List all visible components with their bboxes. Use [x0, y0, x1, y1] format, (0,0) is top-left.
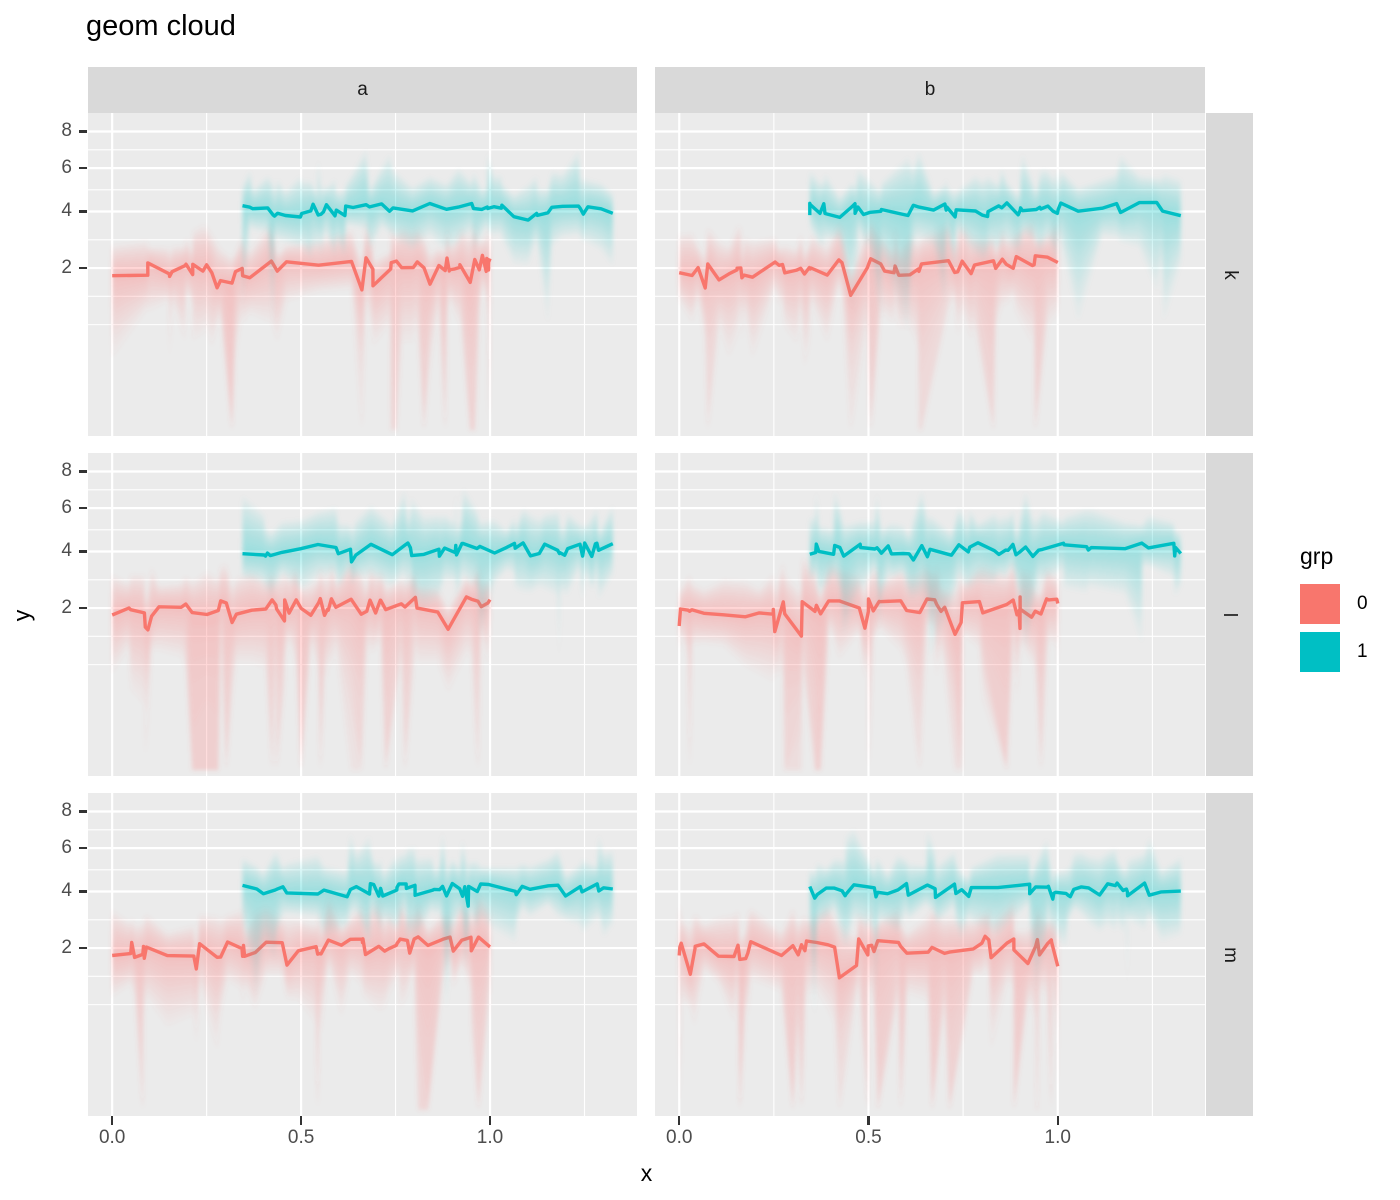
- panel-a-l: [88, 453, 637, 776]
- y-tick-label: 6: [61, 497, 72, 519]
- gridlines: [655, 793, 1205, 1116]
- facet-strip-a: a: [88, 67, 637, 113]
- line-grp1: [809, 541, 1183, 562]
- x-tick-mark: [867, 1116, 870, 1125]
- x-tick-mark: [299, 1116, 303, 1125]
- y-tick-mark: [79, 130, 87, 133]
- facet-strip-a-label: a: [357, 79, 368, 100]
- y-tick-label: 4: [61, 200, 72, 222]
- legend-label-grp1: 1: [1357, 641, 1368, 662]
- line-grp1: [808, 200, 1182, 220]
- panel-b-k: [655, 113, 1205, 436]
- legend-item-grp0: 0: [1300, 584, 1368, 624]
- y-tick-label: 4: [61, 880, 72, 902]
- panel-a-m: [88, 793, 637, 1116]
- line-grp0: [677, 595, 1060, 638]
- y-tick-label: 4: [61, 540, 72, 562]
- y-tick-mark: [79, 606, 87, 610]
- x-tick-label: 0.0: [666, 1127, 693, 1148]
- line-grp1: [242, 541, 614, 564]
- line-grp0: [112, 935, 492, 971]
- y-tick-label: 8: [61, 120, 72, 142]
- line-grp1: [242, 881, 614, 908]
- plot-title: geom cloud: [86, 10, 236, 42]
- x-axis-title: x: [640, 1160, 653, 1186]
- y-tick-label: 6: [61, 837, 72, 859]
- legend-swatch-grp1: [1300, 632, 1340, 672]
- y-tick-label: 2: [61, 597, 72, 619]
- x-tick-label: 1.0: [476, 1127, 504, 1148]
- y-tick-label: 8: [61, 800, 72, 822]
- legend-title: grp: [1300, 543, 1334, 569]
- facet-strip-k: k: [1206, 113, 1253, 436]
- y-tick-mark: [79, 550, 87, 553]
- legend-item-grp1: 1: [1300, 632, 1368, 672]
- line-grp0: [677, 934, 1060, 980]
- y-axis-title: y: [8, 609, 35, 622]
- x-tick-mark: [488, 1116, 492, 1125]
- facet-strip-l-label: l: [1219, 612, 1241, 617]
- facet-strip-l: l: [1206, 453, 1253, 776]
- facet-strip-b-label: b: [924, 79, 936, 100]
- x-tick-label: 0.0: [98, 1127, 126, 1148]
- panel-b-l: [655, 453, 1205, 776]
- y-tick-mark: [79, 506, 87, 510]
- facet-strip-k-label: k: [1219, 269, 1241, 280]
- line-grp1: [242, 201, 614, 222]
- legend-swatch-grp0: [1300, 584, 1340, 624]
- y-tick-label: 2: [61, 257, 72, 279]
- panel-a-k: [88, 113, 637, 436]
- y-tick-mark: [79, 946, 87, 950]
- x-tick-mark: [1056, 1116, 1059, 1125]
- x-tick-label: 0.5: [287, 1127, 315, 1148]
- legend: grp 0 1: [1300, 543, 1368, 680]
- facet-strip-b: b: [655, 67, 1205, 113]
- gridlines: [655, 113, 1205, 436]
- line-grp0: [678, 254, 1059, 298]
- panel-b-m: [655, 793, 1205, 1116]
- y-tick-mark: [79, 166, 87, 170]
- y-tick-label: 6: [61, 157, 72, 179]
- facet-strip-m-label: m: [1219, 946, 1241, 963]
- line-grp0: [112, 253, 492, 292]
- facet-strip-m: m: [1206, 793, 1253, 1116]
- legend-label-grp0: 0: [1357, 593, 1368, 614]
- gridlines: [88, 453, 637, 776]
- y-tick-mark: [79, 210, 87, 213]
- y-tick-mark: [79, 810, 87, 813]
- y-tick-mark: [79, 846, 87, 850]
- y-tick-label: 8: [61, 460, 72, 482]
- line-grp0: [111, 595, 492, 632]
- line-grp1: [808, 881, 1181, 901]
- y-tick-mark: [79, 266, 87, 270]
- y-tick-mark: [79, 890, 87, 893]
- y-tick-mark: [79, 470, 87, 473]
- x-tick-label: 0.5: [855, 1127, 882, 1148]
- x-tick-mark: [678, 1116, 681, 1125]
- y-tick-label: 2: [61, 937, 72, 959]
- x-tick-mark: [110, 1116, 114, 1125]
- x-tick-label: 1.0: [1044, 1127, 1071, 1148]
